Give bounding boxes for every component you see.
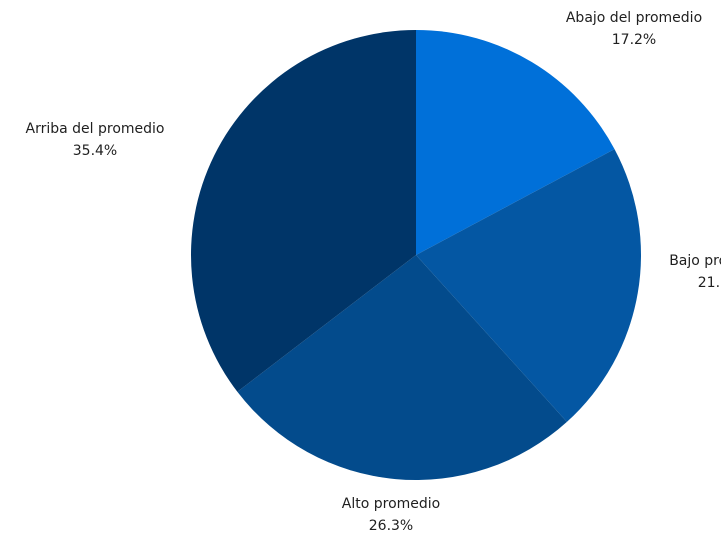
slice-name-label: Bajo promedio bbox=[669, 253, 721, 269]
slice-value-label: 35.4% bbox=[73, 143, 117, 159]
slice-value-label: 17.2% bbox=[612, 32, 656, 48]
pie-labels: Abajo del promedio 17.2% Bajo promedio 21.1… bbox=[26, 10, 721, 534]
pie-label-abajo-del-promedio: Abajo del promedio 17.2% bbox=[566, 10, 702, 48]
pie-slices bbox=[190, 30, 641, 480]
slice-value-label: 21.1% bbox=[698, 275, 721, 291]
pie-label-bajo-promedio: Bajo promedio 21.1% bbox=[669, 253, 721, 291]
pie-label-alto-promedio: Alto promedio 26.3% bbox=[342, 496, 440, 534]
slice-name-label: Alto promedio bbox=[342, 496, 440, 512]
pie-slice-bajo-promedio bbox=[416, 149, 641, 422]
pie-label-arriba-del-promedio: Arriba del promedio 35.4% bbox=[26, 121, 165, 159]
slice-name-label: Arriba del promedio bbox=[26, 121, 165, 137]
slice-value-label: 26.3% bbox=[369, 518, 413, 534]
pie-slice-arriba-del-promedio bbox=[190, 30, 416, 392]
pie-slice-abajo-del-promedio bbox=[416, 30, 615, 255]
pie-slice-alto-promedio bbox=[237, 255, 567, 480]
slice-name-label: Abajo del promedio bbox=[566, 10, 702, 26]
